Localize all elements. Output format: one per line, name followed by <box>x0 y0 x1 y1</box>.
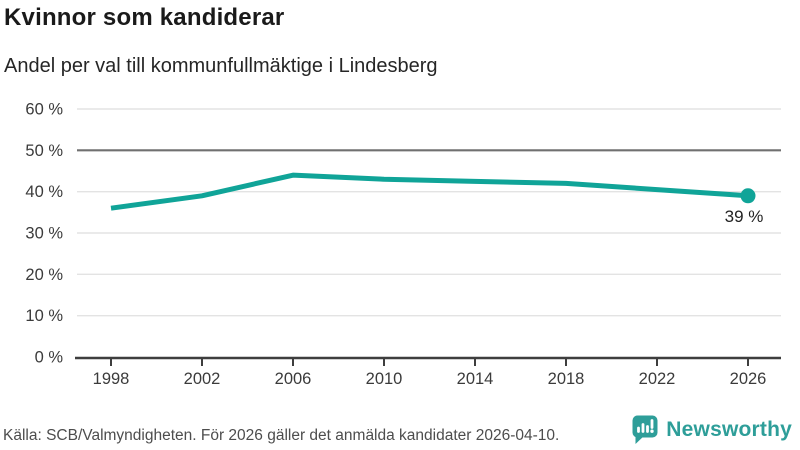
x-tick-label: 2026 <box>730 370 767 388</box>
y-tick-label: 60 % <box>25 101 63 119</box>
newsworthy-wordmark: Newsworthy <box>666 418 792 441</box>
x-tick-label: 2022 <box>639 370 676 388</box>
x-tick-label: 2018 <box>548 370 585 388</box>
source-note: Källa: SCB/Valmyndigheten. För 2026 gäll… <box>3 427 560 444</box>
trend-line <box>110 172 749 211</box>
y-tick-label: 0 % <box>35 349 64 367</box>
chart-subtitle: Andel per val till kommunfullmäktige i L… <box>4 55 438 77</box>
newsworthy-icon <box>632 415 658 444</box>
chart-title: Kvinnor som kandiderar <box>4 4 285 31</box>
newsworthy-logo: Newsworthy <box>629 414 792 446</box>
y-tick-label: 40 % <box>25 183 63 201</box>
end-point-label: 39 % <box>725 207 764 226</box>
y-tick-label: 30 % <box>25 225 63 243</box>
y-tick-label: 20 % <box>25 266 63 284</box>
x-tick-label: 2010 <box>366 370 403 388</box>
x-tick-label: 1998 <box>93 370 130 388</box>
x-tick-label: 2002 <box>184 370 221 388</box>
x-tick-label: 2014 <box>457 370 494 388</box>
x-tick-label: 2006 <box>275 370 312 388</box>
y-tick-label: 10 % <box>25 307 63 325</box>
end-point-dot <box>740 188 756 204</box>
bar-chart-glyph <box>637 419 654 433</box>
y-tick-label: 50 % <box>25 142 63 160</box>
